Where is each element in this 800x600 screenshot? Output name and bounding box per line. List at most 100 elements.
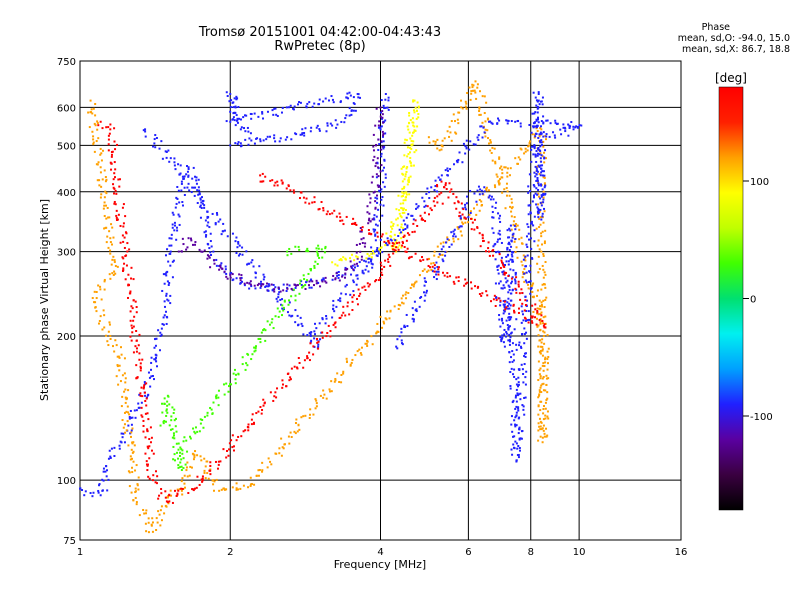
- data-point: [499, 220, 502, 223]
- data-point: [276, 115, 279, 118]
- data-point: [459, 225, 462, 228]
- data-point: [533, 147, 536, 150]
- data-point: [512, 435, 515, 438]
- data-point: [444, 169, 447, 172]
- data-point: [402, 199, 405, 202]
- data-point: [515, 348, 518, 351]
- data-point: [522, 408, 525, 411]
- data-point: [437, 176, 440, 179]
- data-point: [464, 208, 467, 211]
- data-point: [392, 224, 395, 227]
- data-point: [407, 179, 410, 182]
- data-point: [464, 152, 467, 155]
- data-point: [371, 266, 374, 269]
- data-point: [436, 195, 439, 198]
- data-point: [269, 179, 272, 182]
- data-point: [146, 464, 149, 467]
- data-point: [541, 243, 544, 246]
- data-point: [166, 411, 169, 414]
- data-point: [187, 492, 190, 495]
- data-point: [453, 228, 456, 231]
- data-point: [233, 119, 236, 122]
- data-point: [215, 212, 218, 215]
- data-point: [165, 408, 168, 411]
- data-point: [173, 161, 176, 164]
- data-point: [365, 265, 368, 268]
- data-point: [239, 277, 242, 280]
- data-point: [178, 488, 181, 491]
- data-point: [241, 363, 244, 366]
- data-point: [318, 207, 321, 210]
- data-point: [206, 210, 209, 213]
- data-point: [512, 269, 515, 272]
- data-point: [201, 477, 204, 480]
- data-point: [380, 148, 383, 151]
- data-point: [537, 396, 540, 399]
- data-point: [479, 125, 482, 128]
- data-point: [272, 327, 275, 330]
- data-point: [225, 456, 228, 459]
- data-point: [452, 230, 455, 233]
- data-point: [472, 143, 475, 146]
- data-point: [114, 264, 117, 267]
- data-point: [214, 223, 217, 226]
- data-point: [124, 278, 127, 281]
- data-point: [355, 243, 358, 246]
- data-point: [407, 153, 410, 156]
- data-point: [198, 192, 201, 195]
- data-point: [380, 188, 383, 191]
- data-point: [457, 158, 460, 161]
- data-point: [481, 192, 484, 195]
- data-point: [536, 178, 539, 181]
- data-point: [231, 118, 234, 121]
- data-point: [294, 286, 297, 289]
- data-point: [376, 224, 379, 227]
- data-point: [222, 222, 225, 225]
- data-point: [502, 309, 505, 312]
- data-point: [201, 250, 204, 253]
- data-point: [261, 111, 264, 114]
- data-point: [510, 245, 513, 248]
- data-point: [393, 305, 396, 308]
- data-point: [279, 298, 282, 301]
- data-point: [505, 187, 508, 190]
- data-point: [460, 234, 463, 237]
- x-tick-label: 1: [77, 547, 83, 558]
- data-point: [344, 117, 347, 120]
- data-point: [541, 364, 544, 367]
- data-point: [235, 114, 238, 117]
- data-point: [231, 273, 234, 276]
- data-point: [113, 350, 116, 353]
- data-point: [180, 469, 183, 472]
- data-point: [412, 313, 415, 316]
- data-point: [326, 122, 329, 125]
- data-point: [363, 259, 366, 262]
- data-point: [534, 175, 537, 178]
- data-point: [364, 260, 367, 263]
- data-point: [525, 305, 528, 308]
- data-point: [120, 353, 123, 356]
- data-point: [333, 310, 336, 313]
- data-point: [429, 266, 432, 269]
- data-point: [304, 284, 307, 287]
- data-point: [135, 503, 138, 506]
- data-point: [194, 432, 197, 435]
- data-point: [155, 517, 158, 520]
- data-point: [150, 436, 153, 439]
- data-point: [115, 214, 118, 217]
- data-point: [276, 387, 279, 390]
- data-point: [361, 286, 364, 289]
- data-point: [535, 179, 538, 182]
- data-point: [213, 262, 216, 265]
- data-point: [318, 128, 321, 131]
- data-point: [262, 278, 265, 281]
- data-point: [498, 156, 501, 159]
- data-point: [505, 255, 508, 258]
- data-point: [159, 424, 162, 427]
- data-point: [567, 134, 570, 137]
- data-point: [567, 123, 570, 126]
- data-point: [379, 250, 382, 253]
- x-tick-label: 2: [227, 547, 233, 558]
- data-point: [516, 394, 519, 397]
- data-point: [436, 265, 439, 268]
